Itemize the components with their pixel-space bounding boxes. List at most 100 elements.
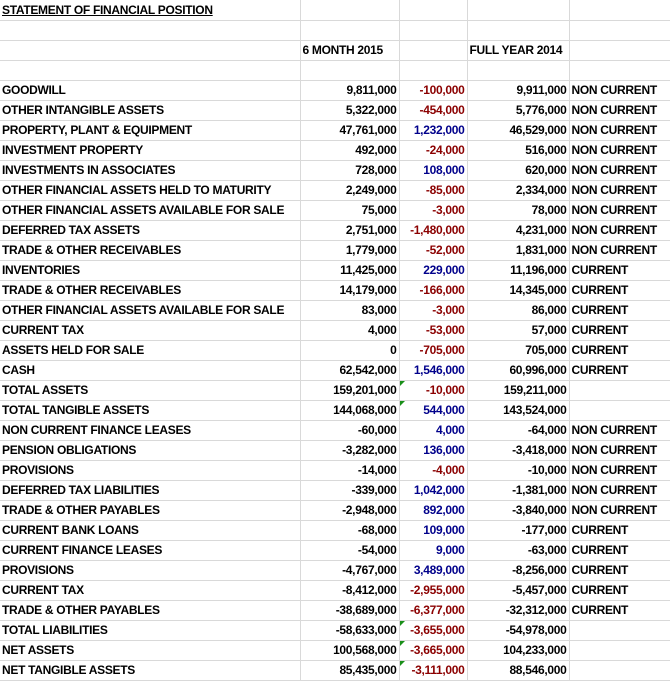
value-6-month-2015[interactable]: 492,000 [300,140,400,161]
empty-cell[interactable] [569,20,670,41]
value-full-year-2014[interactable]: -5,457,000 [467,580,570,601]
value-full-year-2014[interactable]: 11,196,000 [467,260,570,281]
empty-cell[interactable] [399,0,468,21]
row-label[interactable]: CASH [0,360,301,381]
value-full-year-2014[interactable]: -10,000 [467,460,570,481]
row-label[interactable]: PROVISIONS [0,460,301,481]
classification-cell[interactable]: CURRENT [569,340,670,361]
classification-cell[interactable]: NON CURRENT [569,220,670,241]
row-label[interactable]: GOODWILL [0,80,301,101]
header-6-month-2015[interactable]: 6 MONTH 2015 [300,40,400,61]
classification-cell[interactable]: NON CURRENT [569,140,670,161]
classification-cell[interactable]: NON CURRENT [569,460,670,481]
value-change[interactable]: 892,000 [399,500,468,521]
value-change[interactable]: -52,000 [399,240,468,261]
value-full-year-2014[interactable]: -8,256,000 [467,560,570,581]
classification-cell[interactable] [569,660,670,681]
row-label[interactable]: INVESTMENTS IN ASSOCIATES [0,160,301,181]
value-6-month-2015[interactable]: 159,201,000 [300,380,400,401]
value-full-year-2014[interactable]: 143,524,000 [467,400,570,421]
value-6-month-2015[interactable]: 11,425,000 [300,260,400,281]
row-label[interactable]: CURRENT TAX [0,320,301,341]
value-change[interactable]: -53,000 [399,320,468,341]
value-full-year-2014[interactable]: 1,831,000 [467,240,570,261]
value-6-month-2015[interactable]: 9,811,000 [300,80,400,101]
value-change[interactable]: -24,000 [399,140,468,161]
classification-cell[interactable]: NON CURRENT [569,440,670,461]
value-6-month-2015[interactable]: 83,000 [300,300,400,321]
classification-cell[interactable]: CURRENT [569,260,670,281]
value-full-year-2014[interactable]: -1,381,000 [467,480,570,501]
empty-cell[interactable] [467,0,570,21]
classification-cell[interactable]: NON CURRENT [569,500,670,521]
value-change[interactable]: 9,000 [399,540,468,561]
empty-cell[interactable] [467,20,570,41]
classification-cell[interactable]: NON CURRENT [569,160,670,181]
classification-cell[interactable]: CURRENT [569,360,670,381]
value-full-year-2014[interactable]: 4,231,000 [467,220,570,241]
value-full-year-2014[interactable]: 620,000 [467,160,570,181]
empty-cell[interactable] [300,20,400,41]
value-full-year-2014[interactable]: 60,996,000 [467,360,570,381]
classification-cell[interactable] [569,380,670,401]
value-6-month-2015[interactable]: -60,000 [300,420,400,441]
classification-cell[interactable]: CURRENT [569,280,670,301]
value-6-month-2015[interactable]: -4,767,000 [300,560,400,581]
empty-cell[interactable] [399,60,468,81]
value-full-year-2014[interactable]: -3,840,000 [467,500,570,521]
sheet-title[interactable]: STATEMENT OF FINANCIAL POSITION [0,0,301,21]
value-6-month-2015[interactable]: 1,779,000 [300,240,400,261]
classification-cell[interactable]: CURRENT [569,600,670,621]
value-6-month-2015[interactable]: 62,542,000 [300,360,400,381]
value-change[interactable]: 1,546,000 [399,360,468,381]
value-full-year-2014[interactable]: 78,000 [467,200,570,221]
row-label[interactable]: NET TANGIBLE ASSETS [0,660,301,681]
classification-cell[interactable]: NON CURRENT [569,180,670,201]
value-change[interactable]: -4,000 [399,460,468,481]
row-label[interactable]: INVESTMENT PROPERTY [0,140,301,161]
empty-cell[interactable] [569,0,670,21]
row-label[interactable]: PENSION OBLIGATIONS [0,440,301,461]
value-6-month-2015[interactable]: 2,751,000 [300,220,400,241]
value-6-month-2015[interactable]: -14,000 [300,460,400,481]
row-label[interactable]: DEFERRED TAX ASSETS [0,220,301,241]
row-label[interactable]: CURRENT FINANCE LEASES [0,540,301,561]
classification-cell[interactable]: CURRENT [569,300,670,321]
value-change[interactable]: -3,665,000 [399,640,468,661]
value-change[interactable]: -100,000 [399,80,468,101]
classification-cell[interactable]: CURRENT [569,540,670,561]
value-change[interactable]: -6,377,000 [399,600,468,621]
value-full-year-2014[interactable]: 88,546,000 [467,660,570,681]
classification-cell[interactable]: CURRENT [569,580,670,601]
value-full-year-2014[interactable]: 86,000 [467,300,570,321]
classification-cell[interactable]: NON CURRENT [569,420,670,441]
value-change[interactable]: -3,000 [399,300,468,321]
row-label[interactable]: PROPERTY, PLANT & EQUIPMENT [0,120,301,141]
row-label[interactable]: TOTAL TANGIBLE ASSETS [0,400,301,421]
value-full-year-2014[interactable]: 516,000 [467,140,570,161]
value-6-month-2015[interactable]: 0 [300,340,400,361]
value-6-month-2015[interactable]: -68,000 [300,520,400,541]
value-change[interactable]: 109,000 [399,520,468,541]
classification-cell[interactable] [569,640,670,661]
classification-cell[interactable]: CURRENT [569,320,670,341]
row-label[interactable]: NET ASSETS [0,640,301,661]
value-6-month-2015[interactable]: 75,000 [300,200,400,221]
classification-cell[interactable]: NON CURRENT [569,480,670,501]
value-change[interactable]: 1,042,000 [399,480,468,501]
row-label[interactable]: OTHER FINANCIAL ASSETS HELD TO MATURITY [0,180,301,201]
value-full-year-2014[interactable]: -54,978,000 [467,620,570,641]
value-change[interactable]: -10,000 [399,380,468,401]
empty-cell[interactable] [300,60,400,81]
empty-cell[interactable] [0,60,301,81]
value-6-month-2015[interactable]: 4,000 [300,320,400,341]
empty-cell[interactable] [300,0,400,21]
value-full-year-2014[interactable]: 705,000 [467,340,570,361]
value-change[interactable]: 544,000 [399,400,468,421]
value-full-year-2014[interactable]: 5,776,000 [467,100,570,121]
empty-cell[interactable] [467,60,570,81]
row-label[interactable]: OTHER FINANCIAL ASSETS AVAILABLE FOR SAL… [0,300,301,321]
value-full-year-2014[interactable]: 104,233,000 [467,640,570,661]
row-label[interactable]: INVENTORIES [0,260,301,281]
value-full-year-2014[interactable]: 9,911,000 [467,80,570,101]
